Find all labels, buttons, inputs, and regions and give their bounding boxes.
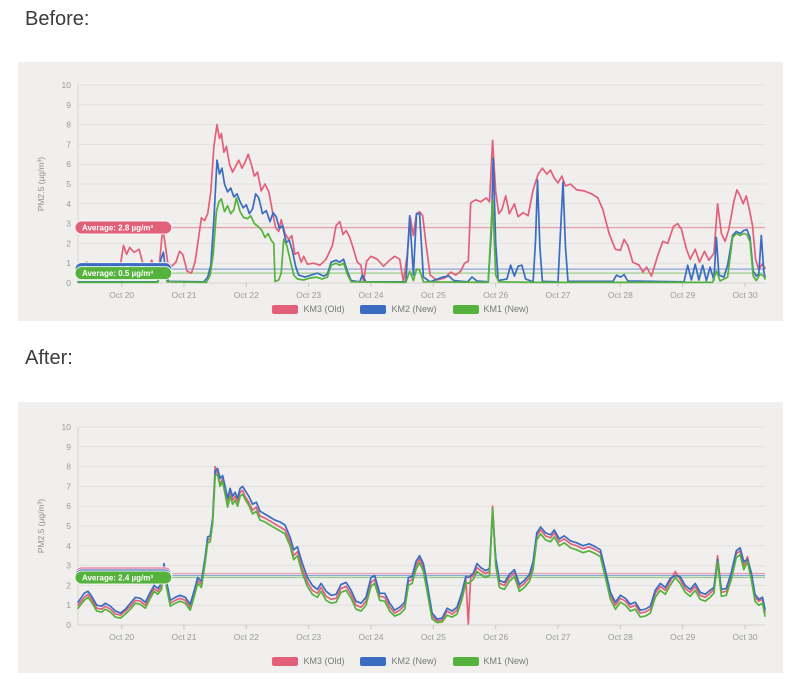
x-tick-label: Oct 25 (421, 290, 446, 300)
average-badge-red: Average: 2.8 µg/m³ (74, 220, 173, 235)
legend-swatch-red (272, 656, 299, 666)
legend-swatch-blue (360, 304, 387, 314)
x-tick-label: Oct 28 (608, 290, 633, 300)
y-tick-label: 1 (66, 258, 71, 268)
y-tick-label: 9 (66, 100, 71, 110)
after-chart-panel: 0 1 2 3 4 5 6 7 8 9 10 PM2.5 (µg/m³) Oct 20 Oct 21 Oct… (18, 402, 783, 673)
before-chart-panel: 0 1 2 3 4 5 6 7 8 9 10 PM2.5 (µg/m³) Oct 20 Oct 21 Oct… (18, 62, 783, 321)
y-tick-label: 0 (66, 278, 71, 288)
x-tick-label: Oct 25 (421, 632, 446, 642)
series-line-blue (77, 467, 766, 620)
series-line-red (77, 123, 766, 283)
y-tick-label: 5 (66, 521, 71, 531)
x-tick-label: Oct 26 (483, 290, 508, 300)
before-section-label: Before: (25, 8, 90, 30)
y-tick-label: 0 (66, 620, 71, 630)
x-tick-label: Oct 26 (483, 632, 508, 642)
y-tick-label: 2 (66, 238, 71, 248)
legend-swatch-red (272, 304, 299, 314)
y-tick-label: 7 (66, 139, 71, 149)
legend-label: KM2 (New) (391, 656, 437, 666)
x-tick-label: Oct 23 (296, 632, 321, 642)
y-tick-label: 6 (66, 159, 71, 169)
legend-item-red: KM3 (Old) (272, 304, 344, 314)
y-tick-label: 3 (66, 561, 71, 571)
y-tick-label: 10 (62, 422, 72, 432)
y-tick-label: 8 (66, 462, 71, 472)
legend-label: KM1 (New) (483, 656, 529, 666)
legend: KM3 (Old) KM2 (New) KM1 (New) (18, 304, 783, 314)
legend-item-green: KM1 (New) (452, 304, 529, 314)
legend-item-blue: KM2 (New) (360, 304, 437, 314)
legend-item-green: KM1 (New) (452, 656, 529, 666)
x-tick-label: Oct 29 (670, 290, 695, 300)
legend-label: KM3 (Old) (303, 656, 345, 666)
svg-text:Average: 0.5 µg/m³: Average: 0.5 µg/m³ (82, 269, 153, 278)
y-tick-label: 9 (66, 442, 71, 452)
y-tick-label: 8 (66, 120, 71, 130)
y-tick-label: 4 (66, 199, 71, 209)
x-tick-label: Oct 20 (109, 632, 134, 642)
x-tick-label: Oct 24 (358, 290, 383, 300)
x-tick-label: Oct 30 (733, 290, 758, 300)
y-tick-label: 5 (66, 179, 71, 189)
legend: KM3 (Old) KM2 (New) KM1 (New) (18, 656, 783, 666)
y-tick-label: 10 (62, 80, 72, 90)
x-tick-label: Oct 28 (608, 632, 633, 642)
x-tick-label: Oct 27 (546, 632, 571, 642)
x-tick-label: Oct 27 (546, 290, 571, 300)
x-tick-label: Oct 24 (358, 632, 383, 642)
y-tick-label: 6 (66, 501, 71, 511)
y-tick-label: 3 (66, 219, 71, 229)
y-tick-label: 7 (66, 481, 71, 491)
x-tick-label: Oct 22 (234, 632, 259, 642)
legend-label: KM3 (Old) (303, 304, 345, 314)
svg-text:Average: 2.4 µg/m³: Average: 2.4 µg/m³ (82, 573, 153, 582)
legend-label: KM1 (New) (483, 304, 529, 314)
svg-text:Average: 2.8 µg/m³: Average: 2.8 µg/m³ (82, 224, 153, 233)
series-line-green (77, 197, 766, 284)
y-axis-title: PM2.5 (µg/m³) (36, 499, 46, 554)
x-tick-label: Oct 29 (670, 632, 695, 642)
after-chart-svg: 0 1 2 3 4 5 6 7 8 9 10 PM2.5 (µg/m³) Oct 20 Oct 21 Oct… (36, 422, 766, 642)
x-tick-label: Oct 21 (171, 632, 196, 642)
y-tick-label: 2 (66, 580, 71, 590)
y-tick-label: 1 (66, 600, 71, 610)
legend-item-blue: KM2 (New) (360, 656, 437, 666)
legend-label: KM2 (New) (391, 304, 437, 314)
x-tick-label: Oct 22 (234, 290, 259, 300)
y-tick-label: 4 (66, 541, 71, 551)
x-tick-label: Oct 21 (171, 290, 196, 300)
after-section-label: After: (25, 347, 73, 369)
x-tick-label: Oct 23 (296, 290, 321, 300)
x-tick-label: Oct 20 (109, 290, 134, 300)
average-badge-green: Average: 0.5 µg/m³ (74, 266, 173, 281)
series-line-green (77, 473, 766, 624)
legend-swatch-blue (360, 656, 387, 666)
x-tick-label: Oct 30 (733, 632, 758, 642)
legend-swatch-green (452, 304, 479, 314)
legend-item-red: KM3 (Old) (272, 656, 344, 666)
average-badge-green: Average: 2.4 µg/m³ (74, 570, 173, 585)
before-chart-svg: 0 1 2 3 4 5 6 7 8 9 10 PM2.5 (µg/m³) Oct 20 Oct 21 Oct… (36, 80, 766, 300)
series-line-red (77, 465, 766, 625)
y-axis-title: PM2.5 (µg/m³) (36, 157, 46, 212)
legend-swatch-green (452, 656, 479, 666)
